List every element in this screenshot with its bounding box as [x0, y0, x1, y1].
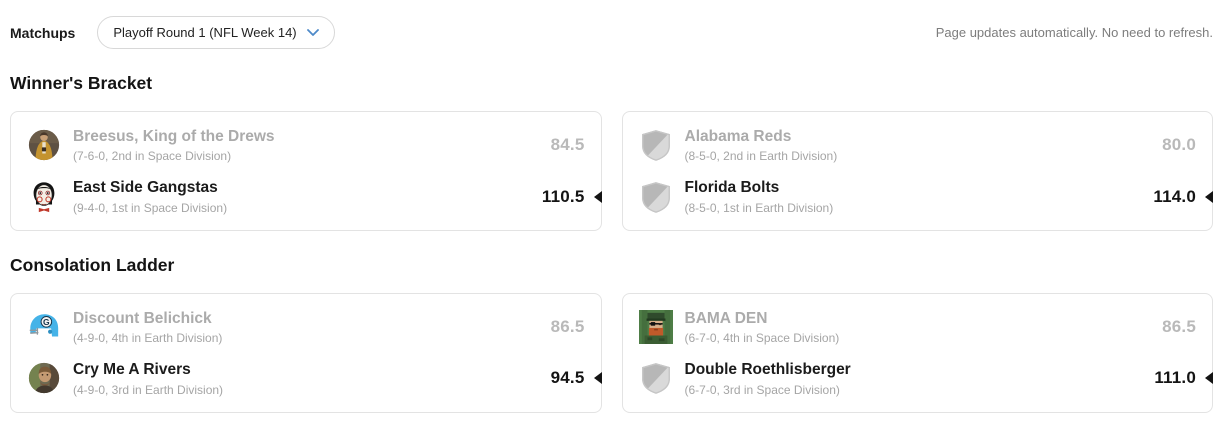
- team-record: (6-7-0, 3rd in Space Division): [684, 382, 840, 397]
- team-name: Cry Me A Rivers: [73, 361, 191, 379]
- team-score: 114.0: [1153, 186, 1196, 206]
- matchup-card[interactable]: Breesus, King of the Drews (7-6-0, 2nd i…: [10, 111, 602, 231]
- week-selector-value: Playoff Round 1 (NFL Week 14): [113, 25, 297, 40]
- team-record: (8-5-0, 1st in Earth Division): [684, 200, 834, 215]
- matchup-card[interactable]: Discount Belichick (4-9-0, 4th in Earth …: [10, 292, 602, 413]
- team-record: (4-9-0, 4th in Earth Division): [73, 331, 223, 346]
- winner-arrow-icon: [1205, 190, 1213, 203]
- team-name: BAMA DEN: [684, 309, 768, 327]
- winner-arrow-icon: [593, 190, 602, 203]
- team-avatar-icon: [27, 310, 61, 344]
- consolation-ladder-grid: Discount Belichick (4-9-0, 4th in Earth …: [10, 292, 1213, 413]
- team-score: 86.5: [1162, 316, 1196, 336]
- winners-bracket-grid: Breesus, King of the Drews (7-6-0, 2nd i…: [10, 111, 1213, 231]
- team-score: 80.0: [1162, 135, 1196, 155]
- team-score: 110.5: [541, 186, 585, 206]
- team-meta: Cry Me A Rivers (4-9-0, 3rd in Earth Div…: [73, 360, 223, 396]
- winner-arrow-icon: [1205, 372, 1213, 385]
- team-name: Double Roethlisberger: [684, 361, 851, 379]
- team-row: Discount Belichick (4-9-0, 4th in Earth …: [27, 309, 585, 345]
- team-meta: Double Roethlisberger (6-7-0, 3rd in Spa…: [685, 360, 851, 396]
- team-meta: Breesus, King of the Drews (7-6-0, 2nd i…: [73, 127, 275, 163]
- team-row: Florida Bolts (8-5-0, 1st in Earth Divis…: [639, 178, 1213, 215]
- team-record: (7-6-0, 2nd in Space Division): [73, 149, 232, 164]
- team-name: Breesus, King of the Drews: [73, 128, 275, 145]
- team-score: 94.5: [550, 368, 585, 388]
- team-score: 84.5: [550, 135, 585, 155]
- team-avatar-icon: [639, 361, 673, 395]
- team-meta: Discount Belichick (4-9-0, 4th in Earth …: [73, 309, 222, 345]
- team-meta: BAMA DEN (6-7-0, 4th in Space Division): [685, 309, 840, 345]
- team-avatar-icon: [639, 128, 673, 162]
- team-meta: Florida Bolts (8-5-0, 1st in Earth Divis…: [685, 178, 834, 214]
- page-header: Matchups Playoff Round 1 (NFL Week 14) P…: [10, 16, 1213, 49]
- matchup-card[interactable]: Alabama Reds (8-5-0, 2nd in Earth Divisi…: [621, 111, 1213, 231]
- team-row: BAMA DEN (6-7-0, 4th in Space Division) …: [639, 309, 1197, 345]
- team-avatar-icon: [639, 180, 673, 214]
- team-row: Double Roethlisberger (6-7-0, 3rd in Spa…: [639, 360, 1213, 397]
- winner-arrow-icon: [593, 372, 602, 385]
- team-row: East Side Gangstas (9-4-0, 1st in Space …: [27, 178, 602, 215]
- section-title-consolation-ladder: Consolation Ladder: [10, 254, 175, 275]
- team-name: East Side Gangstas: [73, 179, 218, 197]
- chevron-down-icon: [306, 28, 319, 36]
- team-record: (6-7-0, 4th in Space Division): [684, 331, 840, 346]
- team-meta: Alabama Reds (8-5-0, 2nd in Earth Divisi…: [685, 127, 838, 163]
- team-row: Breesus, King of the Drews (7-6-0, 2nd i…: [27, 127, 585, 163]
- team-row: Cry Me A Rivers (4-9-0, 3rd in Earth Div…: [27, 360, 602, 397]
- team-record: (4-9-0, 3rd in Earth Division): [73, 382, 224, 397]
- team-name: Florida Bolts: [684, 179, 780, 197]
- auto-update-note: Page updates automatically. No need to r…: [935, 25, 1213, 40]
- team-meta: East Side Gangstas (9-4-0, 1st in Space …: [73, 178, 227, 214]
- team-avatar-icon: [27, 128, 61, 162]
- team-avatar-icon: [27, 361, 61, 395]
- week-selector-dropdown[interactable]: Playoff Round 1 (NFL Week 14): [97, 16, 335, 49]
- team-score: 86.5: [550, 316, 585, 336]
- team-row: Alabama Reds (8-5-0, 2nd in Earth Divisi…: [639, 127, 1197, 163]
- team-name: Discount Belichick: [73, 309, 212, 327]
- matchup-card[interactable]: BAMA DEN (6-7-0, 4th in Space Division) …: [621, 292, 1213, 413]
- team-score: 111.0: [1154, 368, 1196, 388]
- team-avatar-icon: [639, 310, 673, 344]
- team-avatar-icon: [27, 180, 61, 214]
- team-record: (8-5-0, 2nd in Earth Division): [684, 149, 838, 164]
- team-record: (9-4-0, 1st in Space Division): [73, 200, 228, 215]
- team-name: Alabama Reds: [684, 128, 792, 145]
- section-title-winners-bracket: Winner's Bracket: [10, 73, 153, 93]
- matchups-label: Matchups: [10, 24, 76, 41]
